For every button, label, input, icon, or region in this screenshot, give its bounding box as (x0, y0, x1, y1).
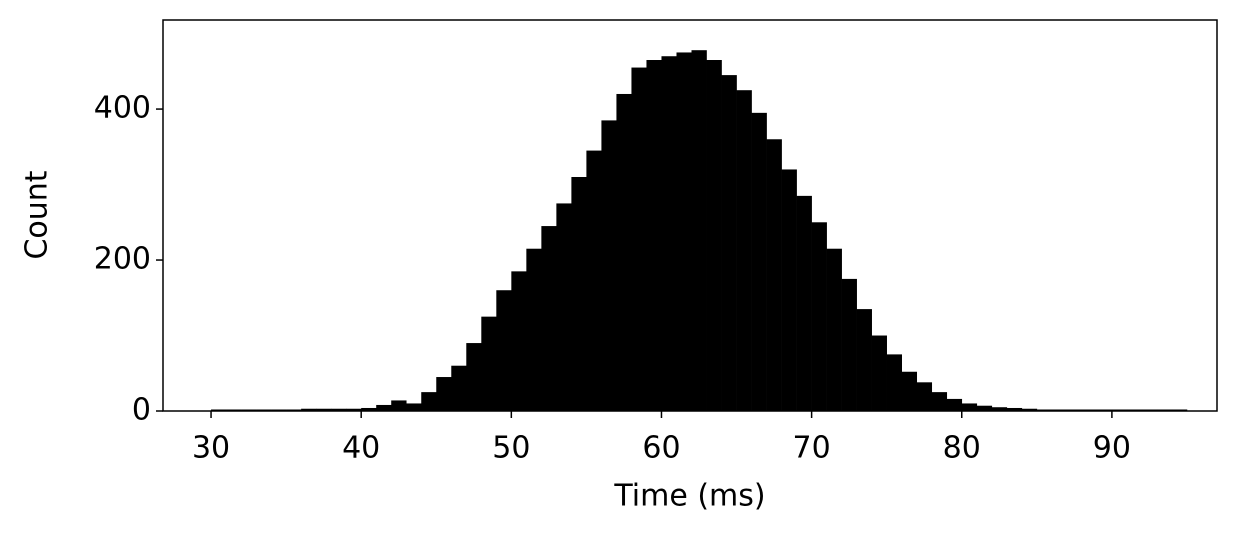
bar (466, 343, 482, 411)
x-tick-label: 80 (943, 431, 981, 466)
x-tick-label: 40 (342, 431, 380, 466)
bar (1126, 409, 1143, 411)
bar (1006, 407, 1023, 411)
bar (676, 52, 692, 412)
bar (826, 248, 842, 411)
bar (1081, 409, 1098, 411)
x-tick-label: 30 (192, 431, 230, 466)
bar (721, 75, 737, 411)
bar (916, 382, 933, 411)
bar (331, 408, 347, 411)
bar (856, 309, 872, 411)
bar (511, 271, 527, 411)
bar (766, 139, 782, 411)
bar (271, 409, 287, 411)
bar (301, 408, 317, 411)
bar (496, 290, 512, 411)
bar (1066, 409, 1083, 411)
bar (646, 60, 662, 411)
bar (526, 248, 542, 411)
bar (961, 403, 978, 411)
bar (541, 226, 557, 411)
bar (346, 408, 362, 411)
bar (991, 407, 1008, 411)
bar (946, 398, 963, 411)
bar (1141, 409, 1158, 411)
bar (571, 177, 587, 411)
bar (811, 222, 827, 411)
bar (1036, 409, 1053, 411)
bar (931, 392, 948, 411)
y-axis-label: Count (20, 170, 55, 259)
bar (316, 408, 332, 411)
bar (796, 195, 812, 411)
bar (586, 150, 602, 411)
bar (901, 371, 918, 411)
y-tick-label: 200 (94, 242, 151, 277)
bar (226, 409, 242, 411)
bar (361, 407, 377, 411)
y-tick-label: 400 (94, 91, 151, 126)
bar (436, 377, 452, 411)
bar (1171, 409, 1188, 411)
bar (481, 316, 497, 411)
bar (556, 203, 572, 411)
x-tick-label: 90 (1093, 431, 1131, 466)
bar (406, 403, 422, 411)
bar (1111, 409, 1128, 411)
x-axis-label: Time (ms) (613, 479, 765, 514)
bar (886, 354, 903, 411)
bar (781, 169, 797, 411)
bar (256, 409, 272, 411)
plot-frame (162, 19, 1218, 412)
bar (241, 409, 257, 411)
x-tick-label: 70 (793, 431, 831, 466)
bar (871, 335, 887, 411)
bar (211, 409, 227, 411)
bar (616, 93, 632, 412)
bar (751, 112, 767, 411)
x-tick-label: 50 (492, 431, 530, 466)
bar (286, 409, 302, 411)
x-tick-label: 60 (642, 431, 680, 466)
bar (706, 60, 722, 411)
bar (661, 56, 677, 411)
bar (391, 400, 407, 411)
bar (601, 120, 617, 411)
bar (976, 405, 993, 411)
bar (691, 50, 707, 411)
bar (376, 404, 392, 411)
bar (841, 278, 857, 411)
bar (1021, 408, 1038, 411)
bar (736, 90, 752, 411)
bar (1096, 409, 1113, 411)
y-tick-label: 0 (132, 393, 151, 428)
bar (1156, 409, 1173, 411)
bar (451, 365, 467, 411)
bar (631, 67, 647, 412)
bar (421, 392, 437, 411)
bar (1051, 409, 1068, 411)
